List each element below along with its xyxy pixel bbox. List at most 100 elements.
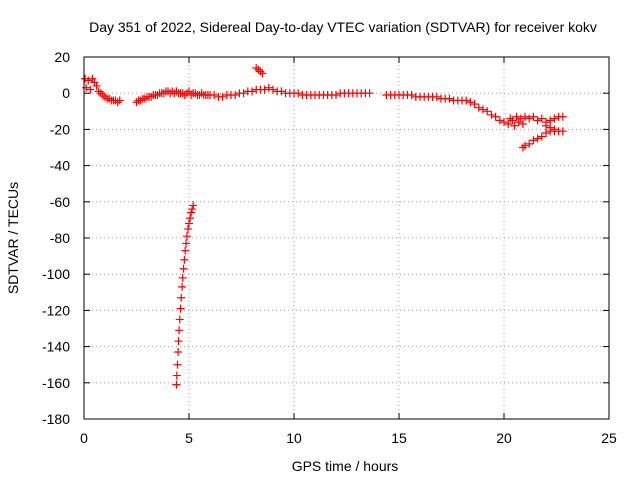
y-tick-label: -160 xyxy=(42,375,70,391)
data-point xyxy=(504,119,513,128)
data-point xyxy=(533,116,542,125)
data-point xyxy=(115,96,124,105)
y-tick-label: -40 xyxy=(50,158,70,174)
data-point xyxy=(98,91,107,100)
y-tick-label: -80 xyxy=(50,230,70,246)
data-point xyxy=(277,87,286,96)
data-point xyxy=(525,139,534,148)
data-point xyxy=(86,85,95,94)
data-point xyxy=(474,103,483,112)
y-tick-label: -140 xyxy=(42,339,70,355)
data-point xyxy=(96,89,105,98)
data-point xyxy=(174,337,183,346)
data-point xyxy=(174,348,183,357)
data-point xyxy=(132,98,141,107)
data-point xyxy=(542,129,550,138)
plot-frame xyxy=(83,56,610,420)
data-point xyxy=(181,246,190,255)
y-tick-label: 20 xyxy=(54,49,70,65)
data-point xyxy=(516,114,525,123)
data-point xyxy=(188,205,197,214)
data-point xyxy=(510,121,519,130)
data-point xyxy=(537,114,546,123)
data-point xyxy=(140,94,149,103)
data-point xyxy=(407,91,416,100)
data-point xyxy=(153,91,162,100)
data-point xyxy=(94,87,103,96)
data-point xyxy=(136,96,145,105)
data-point xyxy=(332,91,340,100)
data-point xyxy=(180,255,189,264)
data-point xyxy=(550,125,559,134)
x-tick-label: 15 xyxy=(391,430,407,446)
data-point xyxy=(189,201,198,210)
data-point xyxy=(518,143,527,152)
data-point xyxy=(529,112,538,121)
data-point xyxy=(186,214,195,223)
data-point xyxy=(525,114,534,123)
data-point xyxy=(432,92,441,101)
data-point xyxy=(182,239,191,248)
y-tick-label: -60 xyxy=(50,194,70,210)
data-point xyxy=(252,63,261,72)
data-point xyxy=(254,65,263,74)
data-point xyxy=(470,100,479,109)
data-point xyxy=(256,67,265,76)
data-point xyxy=(147,92,156,101)
data-point xyxy=(521,112,529,121)
y-axis-label: SDTVAR / TECUs xyxy=(5,182,21,294)
data-point xyxy=(185,219,193,228)
data-point xyxy=(88,74,97,83)
data-point xyxy=(231,91,240,100)
data-point xyxy=(82,83,91,92)
data-point xyxy=(187,208,196,217)
data-point xyxy=(182,232,191,241)
data-point xyxy=(512,112,521,121)
chart-title: Day 351 of 2022, Sidereal Day-to-day VTE… xyxy=(89,19,597,35)
data-point xyxy=(218,92,227,101)
x-tick-label: 10 xyxy=(286,430,302,446)
data-point xyxy=(178,282,187,291)
data-points xyxy=(81,63,567,389)
data-point xyxy=(487,110,496,119)
x-tick-label: 5 xyxy=(185,430,193,446)
data-point xyxy=(514,118,523,127)
grid xyxy=(84,57,609,419)
data-point xyxy=(264,83,273,92)
data-point xyxy=(542,121,550,130)
data-point xyxy=(546,116,555,125)
data-point xyxy=(258,69,267,78)
data-point xyxy=(518,119,527,128)
data-point xyxy=(105,94,114,103)
data-point xyxy=(491,112,500,121)
data-point xyxy=(529,136,538,145)
data-point xyxy=(173,360,182,369)
data-point xyxy=(179,264,188,273)
data-point xyxy=(445,94,454,103)
data-point xyxy=(101,92,109,101)
data-point xyxy=(84,76,93,85)
data-point xyxy=(550,114,559,123)
data-point xyxy=(210,91,219,100)
data-point xyxy=(495,116,504,125)
data-point xyxy=(183,224,192,233)
data-point xyxy=(175,315,184,324)
data-point xyxy=(558,127,567,136)
data-point xyxy=(178,273,187,282)
x-tick-label: 25 xyxy=(601,430,617,446)
y-tick-label: -100 xyxy=(42,266,70,282)
y-tick-label: -180 xyxy=(42,411,70,427)
data-point xyxy=(248,87,256,96)
data-point xyxy=(558,112,567,121)
data-point xyxy=(175,326,184,335)
data-point xyxy=(185,87,193,96)
x-tick-label: 20 xyxy=(496,430,512,446)
y-tick-label: 0 xyxy=(62,85,70,101)
data-point xyxy=(294,89,303,98)
axis-ticks: 0 5 10 15 20 25 20 0 -20 -40 -60 -80 -100 -120 -140 -16… xyxy=(42,49,617,446)
data-point xyxy=(260,85,269,94)
data-point xyxy=(176,304,185,313)
x-axis-label: GPS time / hours xyxy=(292,458,399,474)
y-tick-label: -120 xyxy=(42,302,70,318)
data-point xyxy=(462,96,471,105)
